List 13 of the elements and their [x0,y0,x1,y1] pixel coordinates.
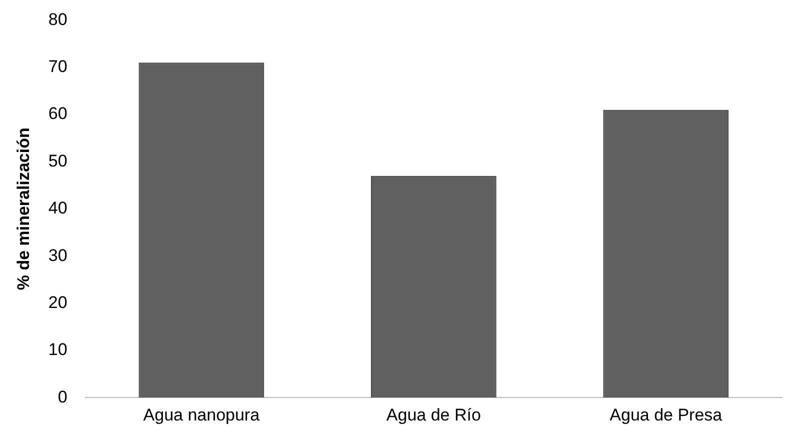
y-tick-label: 20 [48,292,68,312]
y-tick-label: 40 [48,198,68,218]
x-tick-label: Agua nanopura [143,405,260,424]
y-tick-label: 60 [48,104,68,124]
x-tick-label: Agua de Río [386,405,481,424]
y-tick-label: 0 [58,387,68,406]
y-axis-title: % de mineralización [14,128,33,290]
y-tick-label: 50 [48,151,68,170]
y-tick-label: 30 [48,246,68,265]
x-tick-label: Agua de Presa [610,405,723,424]
y-tick-label: 10 [48,340,68,360]
y-tick-label: 80 [48,10,68,29]
y-tick-label: 70 [48,57,68,76]
